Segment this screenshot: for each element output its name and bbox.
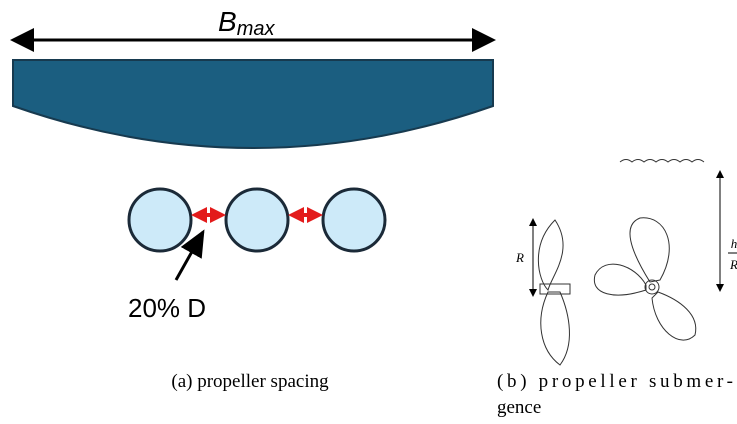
depth-denominator: R bbox=[729, 257, 737, 272]
water-surface bbox=[620, 160, 704, 163]
propeller-disk bbox=[323, 189, 385, 251]
caption-b-line: gence bbox=[497, 397, 541, 418]
spacing-label: 20% D bbox=[128, 293, 206, 323]
blade bbox=[652, 292, 696, 340]
depth-numerator: h bbox=[731, 236, 737, 251]
width-main: B bbox=[218, 6, 237, 37]
propeller-disk bbox=[226, 189, 288, 251]
panel-b: h R R (b) propeller submer- gence bbox=[497, 160, 737, 419]
caption-b-line: (b) propeller submer- bbox=[497, 371, 733, 392]
propeller-disk bbox=[129, 189, 191, 251]
figure: Bmax 20% D (a) propeller spacing h R R (… bbox=[0, 0, 737, 424]
blade bbox=[594, 264, 646, 295]
panel-a: Bmax 20% D (a) propeller spacing bbox=[13, 6, 493, 392]
width-label: Bmax bbox=[218, 6, 275, 40]
width-subscript: max bbox=[237, 18, 276, 40]
hub-center bbox=[649, 284, 655, 290]
caption-a: (a) propeller spacing bbox=[171, 371, 329, 392]
blade bbox=[630, 218, 669, 282]
hull bbox=[13, 60, 493, 148]
blade-side bbox=[538, 220, 563, 290]
blade-side bbox=[541, 292, 570, 365]
radius-label: R bbox=[515, 250, 524, 265]
